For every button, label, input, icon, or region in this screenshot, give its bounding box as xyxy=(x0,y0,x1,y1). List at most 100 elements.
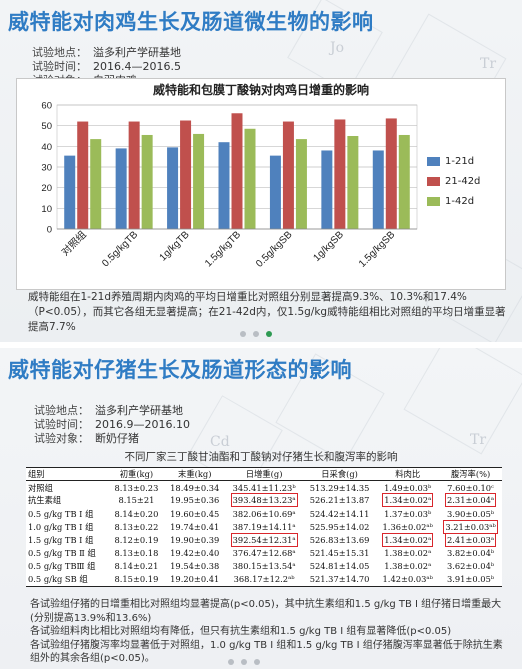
cell-text: 1.36±0.02ᵃᵇ xyxy=(382,521,433,532)
bar-1-42d-4 xyxy=(295,139,307,229)
table-cell: 19.74±0.41 xyxy=(164,520,225,533)
table-cell: 393.48±13.23ᵃ xyxy=(225,493,302,508)
cell-text: 8.15±21 xyxy=(118,495,155,506)
bar-21-42d-4 xyxy=(282,121,294,229)
table-cell: 1.49±0.03ᵇ xyxy=(376,481,439,494)
table-cell: 376.47±12.68ᵃ xyxy=(225,547,302,560)
legend-item: 1-42d xyxy=(427,191,480,211)
x-tick-label: 1.5g/kgTB xyxy=(203,229,243,269)
table-cell: 19.60±0.45 xyxy=(164,507,225,520)
table-cell-group: 0.5 g/kg SB 组 xyxy=(26,573,109,587)
carousel-dots xyxy=(228,659,260,665)
y-tick-label: 20 xyxy=(41,183,52,194)
table-cell: 1.34±0.02ᵃ xyxy=(376,493,439,508)
carousel-dot[interactable] xyxy=(253,331,259,337)
table-cell-group: 0.5 g/kg TB Ⅰ 组 xyxy=(26,507,109,520)
bar-chart-svg: 0 10 20 30 40 50 60 对照组 0.5g/kgTB 1g/kgTB 1.5g/kgT… xyxy=(41,101,418,270)
bar-1-42d-2 xyxy=(193,133,205,229)
cell-text: 3.62±0.04ᵇ xyxy=(446,561,495,572)
chem-symbol-decoration: Jo xyxy=(330,40,345,56)
hexagon-decoration xyxy=(403,348,522,455)
carousel-dot[interactable] xyxy=(228,659,234,665)
header-initial-weight: 初重(kg) xyxy=(108,466,165,482)
cell-text: 8.15±0.19 xyxy=(114,574,159,585)
header-daily-gain: 日增重(g) xyxy=(225,466,303,482)
cell-text: 521.45±15.31 xyxy=(309,548,370,559)
chart-legend: 1-21d 21-42d 1-42d xyxy=(427,151,480,211)
trial-location: 试验地点： 溢多利产学研基地 xyxy=(32,46,181,59)
carousel-dot[interactable] xyxy=(241,659,247,665)
table-row: 0.5 g/kg SB 组 8.15±0.19 19.20±0.41 368.17±1… xyxy=(26,573,502,587)
x-tick-label: 1g/kgTB xyxy=(158,229,192,263)
broiler-description: 威特能组在1-21d养殖周期内肉鸡的平均日增重比对照组分别显著提高9.3%、10… xyxy=(28,291,506,333)
carousel-dots xyxy=(240,331,272,337)
table-cell: 1.42±0.03ᵃᵇ xyxy=(376,573,440,587)
carousel-dot[interactable] xyxy=(254,659,260,665)
bar-1-42d-0 xyxy=(90,139,102,229)
table-cell: 524.42±14.11 xyxy=(303,507,377,520)
cell-text: 524.81±14.05 xyxy=(309,561,370,572)
table-cell: 19.95±0.36 xyxy=(164,494,225,507)
table-row: 0.5 g/kg TB Ⅱ 组 8.13±0.18 19.42±0.40 376.47… xyxy=(26,547,502,560)
table-cell: 513.29±14.35 xyxy=(303,481,377,494)
table-cell: 8.15±0.19 xyxy=(108,573,165,587)
table-cell: 3.90±0.05ᵇ xyxy=(439,507,502,520)
bar-21-42d-2 xyxy=(180,120,192,229)
table-cell: 2.41±0.03ᵃ xyxy=(439,533,502,548)
bar-1-42d-5 xyxy=(347,136,359,229)
table-cell: 380.15±13.54ᵃ xyxy=(225,560,302,573)
table-cell: 345.41±11.23ᵇ xyxy=(225,481,302,494)
cell-text: 1.38±0.02ᵃ xyxy=(384,548,432,559)
cell-text: 8.14±0.21 xyxy=(114,561,159,572)
cell-text: 对照组 xyxy=(28,482,53,493)
carousel-dot[interactable] xyxy=(240,331,246,337)
legend-swatch xyxy=(427,176,440,186)
table-cell: 8.12±0.19 xyxy=(109,533,164,546)
x-tick-label: 1g/kgSB xyxy=(311,229,346,264)
highlighted-cell-text: 393.48±13.23ᵃ xyxy=(230,493,298,508)
bar-21-42d-1 xyxy=(128,121,140,229)
x-tick-label: 1.5g/kgSB xyxy=(357,229,398,270)
bar-21-42d-0 xyxy=(77,121,89,229)
description-line: 各试验组仔猪的日增重相比对照组均显著提高(p<0.05)，其中抗生素组和1.5 … xyxy=(30,599,502,624)
highlighted-cell-text: 1.34±0.02ᵃ xyxy=(382,533,434,548)
cell-text: 1.37±0.03ᵇ xyxy=(384,508,432,519)
table-row: 对照组 8.13±0.23 18.49±0.34 345.41±11.23ᵇ 513.2… xyxy=(26,481,502,494)
cell-text: 1.38±0.02ᵃ xyxy=(384,561,432,572)
cell-text: 382.06±10.69ᵃ xyxy=(232,508,296,519)
table-title: 不同厂家三丁酸甘油酯和丁酸钠对仔猪生长和腹泻率的影响 xyxy=(124,451,398,463)
table-cell-group: 0.5 g/kg TB Ⅱ 组 xyxy=(26,547,109,560)
cell-text: 8.12±0.19 xyxy=(114,535,159,546)
table-cell: 19.42±0.40 xyxy=(164,547,225,560)
table-row: 0.5 g/kg TBⅢ 组 8.14±0.21 19.54±0.38 380.15±… xyxy=(26,560,502,573)
cell-text: 3.82±0.04ᵇ xyxy=(446,548,495,559)
cell-text: 525.95±14.02 xyxy=(309,521,370,532)
bar-1-21d-6 xyxy=(372,150,384,229)
table-cell: 387.19±14.11ᵃ xyxy=(225,520,302,533)
cell-text: 8.14±0.20 xyxy=(114,508,159,519)
cell-text: 524.42±14.11 xyxy=(309,508,370,519)
table-cell: 1.38±0.02ᵃ xyxy=(376,547,439,560)
trial-location: 试验地点： 溢多利产学研基地 xyxy=(34,404,183,417)
description-line: 各试验组仔猪腹泻率均显著低于对照组，1.0 g/kg TB Ⅰ 组和1.5 g/… xyxy=(30,639,503,665)
cell-text: 0.5 g/kg TB Ⅰ 组 xyxy=(28,508,94,519)
bar-1-42d-3 xyxy=(244,128,256,229)
bar-21-42d-3 xyxy=(231,113,243,229)
carousel-dot-active[interactable] xyxy=(266,331,272,337)
broiler-panel: Jo Tr 威特能对肉鸡生长及肠道微生物的影响 试验地点： 溢多利产学研基地 试验… xyxy=(0,0,522,342)
bar-1-42d-1 xyxy=(141,134,153,229)
table-row: 0.5 g/kg TB Ⅰ 组 8.14±0.20 19.60±0.45 382.06… xyxy=(26,507,502,520)
y-tick-label: 50 xyxy=(41,121,52,132)
table-cell: 8.14±0.21 xyxy=(109,560,164,573)
cell-text: 3.91±0.05ᵇ xyxy=(446,574,495,585)
highlighted-cell-text: 1.34±0.02ᵃ xyxy=(382,493,434,508)
bar-1-21d-3 xyxy=(218,142,230,229)
x-tick-label: 对照组 xyxy=(58,228,88,258)
table-cell-group: 抗生素组 xyxy=(26,494,109,507)
y-tick-label: 60 xyxy=(41,101,52,112)
cell-text: 19.54±0.38 xyxy=(170,561,220,572)
cell-text: 513.29±14.35 xyxy=(309,482,370,493)
page-title: 威特能对肉鸡生长及肠道微生物的影响 xyxy=(8,10,374,34)
table-cell: 8.13±0.18 xyxy=(109,547,164,560)
highlighted-cell-text: 392.54±12.31ᵃ xyxy=(230,533,298,548)
